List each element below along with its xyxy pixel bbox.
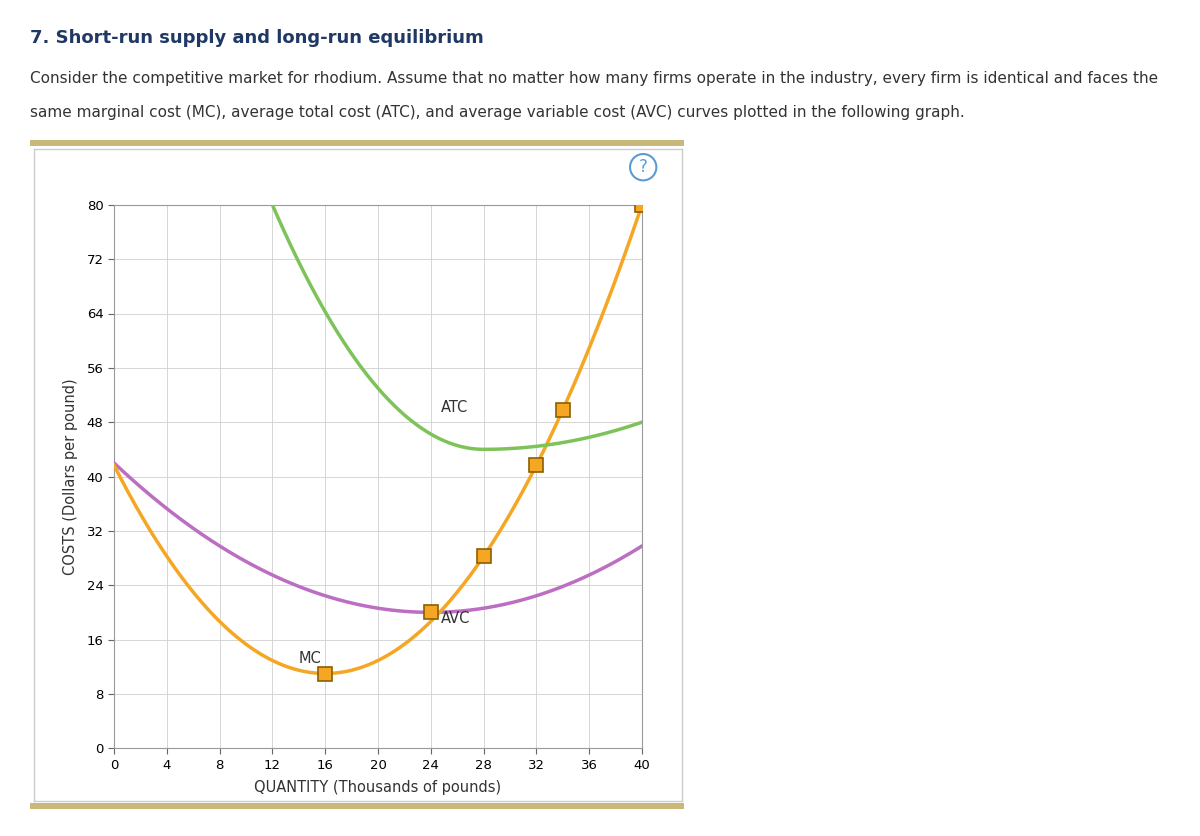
Text: Consider the competitive market for rhodium. Assume that no matter how many firm: Consider the competitive market for rhod… [30,71,1158,86]
Text: AVC: AVC [442,610,470,625]
X-axis label: QUANTITY (Thousands of pounds): QUANTITY (Thousands of pounds) [254,780,502,795]
Text: ?: ? [638,158,648,176]
Text: MC: MC [299,651,322,666]
Text: 7. Short-run supply and long-run equilibrium: 7. Short-run supply and long-run equilib… [30,29,484,48]
Text: same marginal cost (MC), average total cost (ATC), and average variable cost (AV: same marginal cost (MC), average total c… [30,104,965,120]
Y-axis label: COSTS (Dollars per pound): COSTS (Dollars per pound) [64,378,78,575]
Text: ATC: ATC [442,400,469,415]
